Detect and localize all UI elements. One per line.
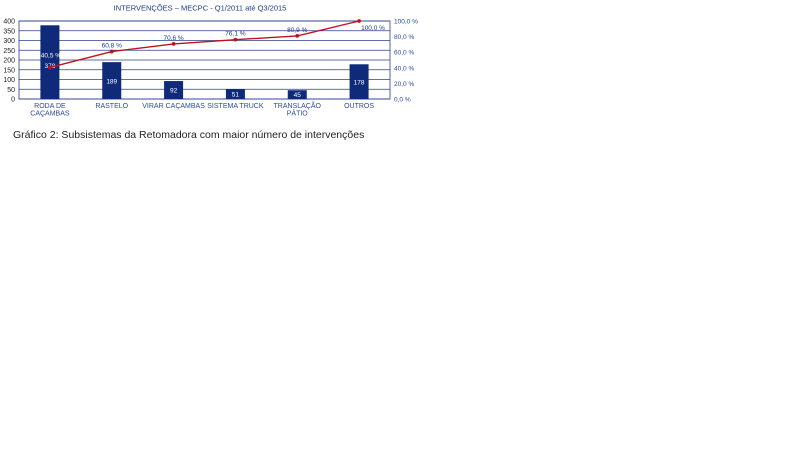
cumulative-point [171, 42, 176, 46]
bar [287, 90, 307, 99]
x-tick-label: OUTROS [344, 103, 374, 110]
y2-tick-label: 100,0 % [394, 19, 418, 26]
chart-title: INTERVENÇÕES – MECPC - Q1/2011 até Q3/20… [114, 4, 287, 13]
y-tick-label: 100 [3, 77, 15, 84]
x-tick-label-line: PÁTIO [287, 109, 309, 118]
bars-layer: 378189925145178 [40, 25, 369, 99]
cumulative-data-label: 70,6 % [163, 35, 183, 42]
bar-value-label: 178 [354, 79, 365, 86]
grid-layer [18, 20, 391, 100]
y2-tick-label: 20,0 % [394, 81, 414, 88]
y-tick-label: 200 [3, 58, 15, 65]
figure-caption: Gráfico 2: Subsistemas da Retomadora com… [13, 129, 365, 141]
y-tick-label: 0 [11, 97, 15, 104]
cumulative-line [49, 20, 360, 69]
pareto-chart: INTERVENÇÕES – MECPC - Q1/2011 até Q3/20… [0, 0, 800, 130]
x-tick-label-line: OUTROS [344, 103, 374, 110]
chart-svg: INTERVENÇÕES – MECPC - Q1/2011 até Q3/20… [3, 4, 418, 118]
y-tick-label: 250 [3, 48, 15, 55]
x-tick-label-line: VIRAR CAÇAMBAS [142, 103, 205, 110]
x-tick-label: RASTELO [95, 103, 128, 110]
y2-tick-label: 40,0 % [394, 65, 414, 72]
cumulative-data-label: 80,9 % [287, 27, 307, 34]
cumulative-point [233, 37, 238, 42]
y2-tick-label: 60,0 % [394, 50, 414, 57]
x-tick-label-line: SISTEMA TRUCK [207, 103, 264, 110]
bar-value-label: 51 [232, 92, 240, 99]
cumulative-data-label: 76,1 % [225, 31, 245, 38]
bar [164, 81, 184, 99]
y-tick-label: 300 [3, 38, 15, 45]
cumulative-data-label: 100,0 % [361, 25, 385, 32]
cumulative-point [357, 19, 361, 23]
y-tick-label: 150 [3, 67, 15, 74]
bar [225, 89, 245, 99]
y-tick-label: 350 [3, 28, 15, 35]
cumulative-point [109, 49, 114, 54]
cumulative-data-label: 40,5 % [41, 52, 61, 59]
axis-layer: 0 50 100 150 200 250 300 350 400 0,0 % 20,0 % 40,0 … [3, 19, 418, 118]
bar [40, 25, 60, 99]
x-tick-label-line: CAÇAMBAS [30, 111, 70, 118]
bar [349, 64, 369, 99]
bar-value-label: 189 [106, 79, 117, 86]
x-tick-label-line: RODA DE [34, 103, 66, 110]
bar [102, 62, 122, 99]
x-tick-label: TRANSLAÇÃO PÁTIO [274, 101, 322, 118]
cumulative-line-layer: 40,5 % 60,8 % 70,6 % 76,1 % 80,9 % 100,0 % [41, 19, 385, 70]
x-tick-label: VIRAR CAÇAMBAS [142, 103, 205, 110]
x-tick-label-line: TRANSLAÇÃO [274, 101, 322, 110]
x-tick-label: RODA DE CAÇAMBAS [30, 103, 70, 118]
bar-value-label: 92 [170, 88, 178, 95]
y2-tick-label: 0,0 % [394, 97, 411, 104]
cumulative-point [295, 33, 300, 38]
y-tick-label: 400 [3, 19, 15, 26]
cumulative-data-label: 60,8 % [102, 43, 122, 50]
y2-tick-label: 80,0 % [394, 34, 414, 41]
plot-area-border [18, 20, 391, 100]
y-tick-label: 50 [7, 87, 15, 94]
bar-value-label: 45 [294, 92, 302, 99]
x-tick-label-line: RASTELO [95, 103, 128, 110]
cumulative-point [48, 65, 52, 70]
x-tick-label: SISTEMA TRUCK [207, 103, 264, 110]
